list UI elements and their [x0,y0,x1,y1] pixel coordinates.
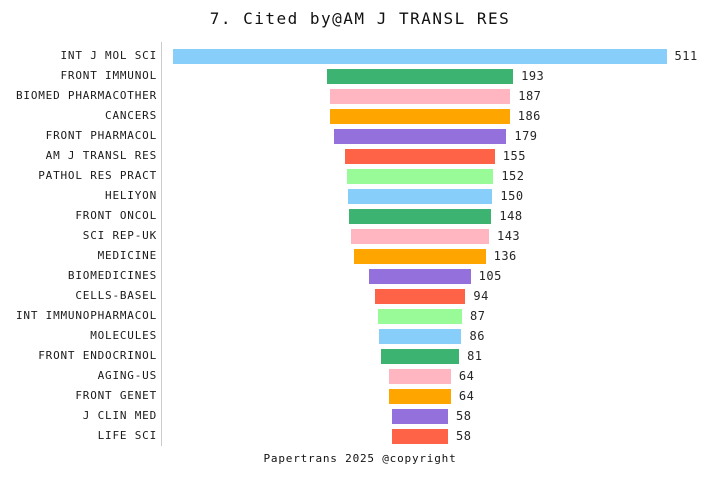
bar-row: FRONT PHARMACOL 179 [0,126,720,146]
bar [346,168,494,184]
bar [330,108,510,124]
value-label: 152 [501,169,525,183]
category-label: CANCERS [105,109,157,122]
value-label: 136 [493,249,517,263]
bar [347,188,493,204]
category-label: J CLIN MED [82,409,157,422]
footer-watermark: Papertrans 2025 @copyright [263,452,457,465]
category-label: LIFE SCI [97,429,157,442]
bar [389,388,451,404]
bar-row: AM J TRANSL RES 155 [0,146,720,166]
bar-row: FRONT GENET 64 [0,386,720,406]
bar-row: CELLS-BASEL 94 [0,286,720,306]
bar-row: BIOMED PHARMACOTHER 187 [0,86,720,106]
bar-row: PATHOL RES PRACT 152 [0,166,720,186]
bar [345,148,495,164]
value-label: 105 [478,269,502,283]
value-label: 94 [473,289,489,303]
bar [369,268,471,284]
bar [329,88,511,104]
category-label: INT J MOL SCI [60,49,157,62]
bar [173,48,667,64]
category-label: PATHOL RES PRACT [38,169,157,182]
bar [348,208,492,224]
category-label: SCI REP-UK [82,229,157,242]
bar-row: MEDICINE 136 [0,246,720,266]
value-label: 64 [458,369,475,383]
value-label: 155 [502,149,526,163]
bar [378,308,462,324]
y-axis-line [161,42,162,446]
bar-row: SCI REP-UK 143 [0,226,720,246]
category-label: MEDICINE [97,249,157,262]
bar-row: MOLECULES 86 [0,326,720,346]
value-label: 87 [469,309,486,323]
value-label: 58 [455,409,472,423]
value-label: 58 [455,429,472,443]
category-label: BIOMED PHARMACOTHER [15,89,157,102]
bar [392,408,448,424]
category-label: CELLS-BASEL [75,289,157,302]
value-label: 64 [458,389,475,403]
bar [333,128,507,144]
category-label: BIOMEDICINES [67,269,157,282]
bar-row: FRONT IMMUNOL 193 [0,66,720,86]
bar-row: FRONT ONCOL 148 [0,206,720,226]
bar [374,288,466,304]
value-label: 193 [521,69,545,83]
category-label: FRONT ONCOL [75,209,157,222]
bar [378,328,462,344]
category-label: HELIYON [105,189,157,202]
category-label: FRONT PHARMACOL [45,129,157,142]
bar [326,68,514,84]
bar [389,368,451,384]
bar-row: J CLIN MED 58 [0,406,720,426]
bar-row: AGING-US 64 [0,366,720,386]
bar [380,348,460,364]
category-label: AGING-US [97,369,157,382]
category-label: FRONT GENET [75,389,157,402]
value-label: 86 [469,329,485,343]
bar [392,428,448,444]
category-label: INT IMMUNOPHARMACOL [15,309,157,322]
bar [351,228,489,244]
value-label: 511 [674,49,698,63]
value-label: 81 [467,349,483,363]
category-label: AM J TRANSL RES [45,149,157,162]
value-label: 148 [499,209,523,223]
bar-row: HELIYON 150 [0,186,720,206]
value-label: 143 [496,229,521,243]
value-label: 179 [514,129,538,143]
value-label: 187 [518,89,542,103]
bar-row: LIFE SCI 58 [0,426,720,446]
bar-row: INT J MOL SCI 511 [0,46,720,66]
bar-row: INT IMMUNOPHARMACOL 87 [0,306,720,326]
chart-title: 7. Cited by@AM J TRANSL RES [209,9,511,28]
value-label: 150 [500,189,524,203]
bar-row: BIOMEDICINES 105 [0,266,720,286]
bar-row: CANCERS 186 [0,106,720,126]
category-label: FRONT ENDOCRINOL [38,349,157,362]
category-label: FRONT IMMUNOL [60,69,157,82]
bar-row: FRONT ENDOCRINOL 81 [0,346,720,366]
bar [354,248,486,264]
category-label: MOLECULES [90,329,157,342]
value-label: 186 [517,109,541,123]
